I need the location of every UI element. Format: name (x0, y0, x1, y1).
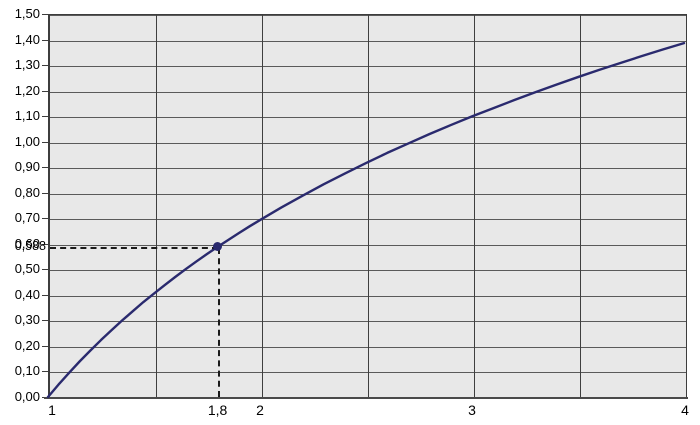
y-axis-tick (42, 167, 49, 169)
y-axis-tick (42, 320, 49, 322)
y-axis-tick-label: 1,50 (14, 6, 40, 21)
x-axis-tick-label: 3 (468, 402, 476, 418)
x-axis-tick-label: 1,8 (207, 402, 228, 418)
y-axis-tick (42, 371, 49, 373)
gridline-vertical (474, 15, 475, 398)
y-axis-tick-label: 0,00 (14, 389, 40, 404)
y-axis-tick-label: 0,40 (14, 286, 40, 302)
y-axis-tick (42, 65, 49, 67)
gridline-vertical (580, 15, 581, 398)
gridline-vertical (368, 15, 369, 398)
y-axis-tick (42, 116, 49, 118)
y-axis-tick-label: 1,40 (14, 31, 40, 47)
x-axis-tick-label: 1 (48, 402, 56, 418)
y-axis-tick-label: 0,60 (14, 235, 40, 251)
x-axis-tick-label: 4 (681, 402, 689, 418)
y-axis-tick (42, 294, 49, 296)
y-axis-tick (42, 39, 49, 41)
y-axis-tick (42, 90, 49, 92)
y-axis-tick (42, 269, 49, 271)
y-axis-tick-label: 0,50 (14, 261, 40, 277)
gridline-vertical (156, 15, 157, 398)
y-axis-tick-label: 1,30 (14, 57, 40, 73)
y-axis-tick (42, 218, 49, 220)
y-axis-tick-label: 0,70 (14, 210, 40, 226)
plot-area (48, 14, 687, 398)
y-axis-tick (42, 192, 49, 194)
y-axis-tick-label: 0,30 (14, 312, 40, 328)
y-axis-tick-label: 0,80 (14, 184, 40, 200)
y-axis-tick-label: 1,00 (14, 133, 40, 149)
y-axis-tick-label: 1,10 (14, 108, 40, 124)
y-axis-tick-label: 0,20 (14, 337, 40, 353)
y-axis-tick (42, 345, 49, 347)
x-axis-line (44, 397, 688, 399)
y-axis-tick-label: 1,20 (14, 82, 40, 98)
y-axis-tick (42, 141, 49, 143)
x-axis-tick-label: 2 (256, 402, 264, 418)
guide-line-horizontal (50, 246, 218, 249)
marked-point-dot (213, 242, 223, 252)
gridline-vertical (262, 15, 263, 398)
y-axis-tick (42, 14, 49, 15)
guide-line-vertical (217, 247, 220, 397)
y-axis-tick (42, 243, 49, 245)
y-axis-annotation-label: 0,588 (14, 238, 46, 253)
y-axis-tick-label: 0,90 (14, 159, 40, 175)
y-axis-tick-label: 0,10 (14, 363, 40, 379)
